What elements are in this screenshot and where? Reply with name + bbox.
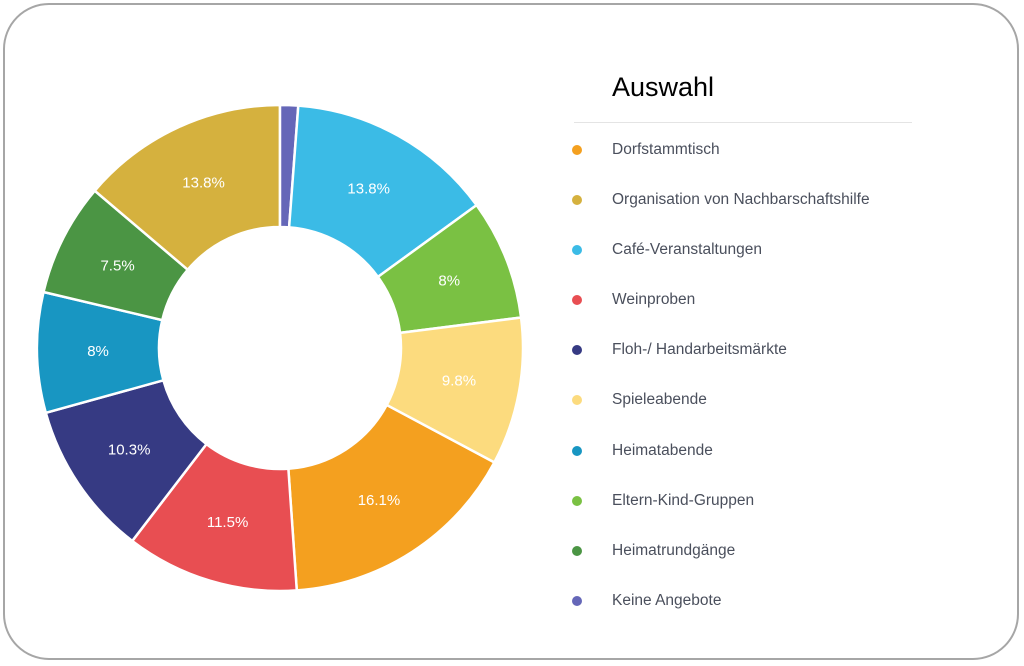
legend-swatch bbox=[572, 195, 582, 206]
legend-swatch bbox=[572, 595, 582, 606]
legend-swatch bbox=[572, 145, 582, 155]
legend-label: Heimatrundgänge bbox=[612, 541, 736, 559]
donut-slice[interactable] bbox=[385, 316, 525, 465]
slice-value-label: 13.8% bbox=[347, 181, 390, 198]
legend-label: Eltern-Kind-Gruppen bbox=[612, 491, 755, 509]
legend-label: Weinproben bbox=[612, 291, 696, 309]
slice-value-label: 10.3% bbox=[108, 441, 151, 458]
slice-value-label: 8% bbox=[438, 273, 460, 290]
donut-slice[interactable] bbox=[287, 104, 479, 279]
slice-value-label: 8% bbox=[87, 343, 109, 360]
legend-label: Café-Veranstaltungen bbox=[612, 241, 762, 259]
legend-swatch bbox=[572, 245, 582, 256]
legend-swatch bbox=[572, 445, 582, 456]
legend-swatch bbox=[572, 295, 582, 306]
legend-divider bbox=[574, 122, 912, 123]
legend-label: Floh-/ Handarbeitsmärkte bbox=[612, 341, 787, 359]
legend-swatch bbox=[572, 345, 582, 356]
legend-label: Heimatabende bbox=[612, 441, 713, 459]
legend-label: Spieleabende bbox=[612, 391, 707, 409]
legend-label: Organisation von Nachbarschaftshilfe bbox=[612, 191, 870, 209]
donut-chart: 16.1% 11.5% 10.3% 8% 7.5% 13.8% 13.8% 8% 9.8% bbox=[35, 103, 525, 593]
slice-value-label: 9.8% bbox=[442, 372, 476, 389]
slice-value-label: 7.5% bbox=[100, 257, 134, 274]
legend-swatch bbox=[572, 545, 582, 556]
legend-label: Keine Angebote bbox=[612, 591, 722, 609]
legend-swatch bbox=[572, 395, 582, 406]
donut-slice[interactable] bbox=[287, 403, 497, 592]
legend-swatch bbox=[572, 495, 582, 506]
slice-value-label: 13.8% bbox=[182, 174, 225, 191]
legend-title: Auswahl bbox=[612, 72, 715, 102]
donut-slice[interactable] bbox=[92, 103, 282, 272]
legend-label: Dorfstammtisch bbox=[612, 141, 720, 158]
slice-value-label: 16.1% bbox=[358, 492, 401, 509]
slice-value-label: 11.5% bbox=[207, 514, 248, 531]
